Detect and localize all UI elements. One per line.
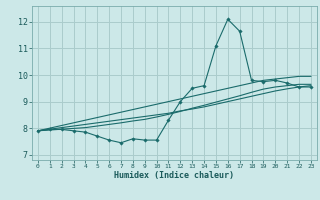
X-axis label: Humidex (Indice chaleur): Humidex (Indice chaleur) (115, 171, 234, 180)
